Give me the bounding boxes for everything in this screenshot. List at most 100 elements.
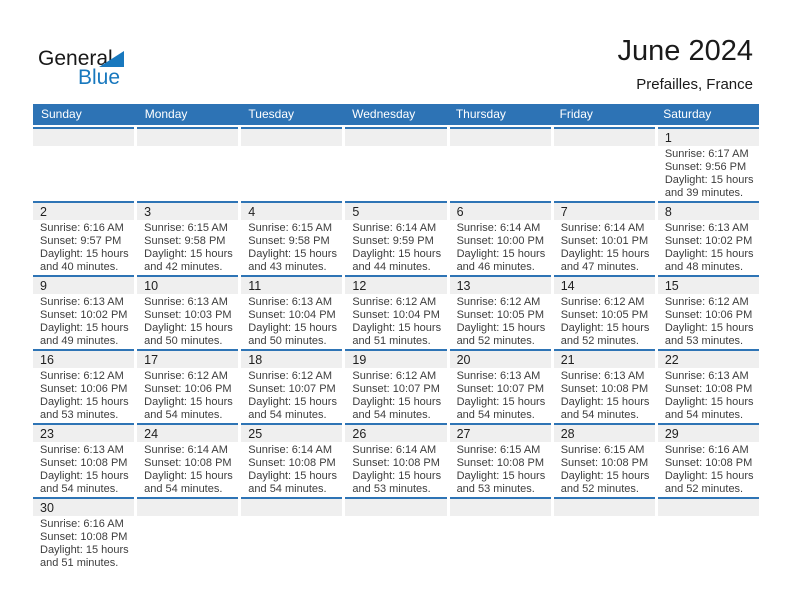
daylight-text-line1: Daylight: 15 hours [40,470,129,482]
day-number: 15 [657,277,759,294]
sunrise-text: Sunrise: 6:16 AM [664,444,749,456]
sunrise-text: Sunrise: 6:14 AM [248,444,333,456]
daylight-text-line1: Daylight: 15 hours [664,322,754,334]
calendar-day-cell: 17 Sunrise: 6:12 AM Sunset: 10:06 PM Daylig… [137,349,239,423]
daylight-text-line2: and 40 minutes. [40,261,119,273]
weekday-header-friday: Friday [559,107,593,121]
sunrise-text: Sunrise: 6:12 AM [352,370,437,382]
day-details: Sunrise: 6:12 AM Sunset: 10:06 PM Daylight… [33,368,134,423]
calendar-day-cell: 26 Sunrise: 6:14 AM Sunset: 10:08 PM Daylig… [345,423,447,497]
calendar-week-row: 23 Sunrise: 6:13 AM Sunset: 10:08 PM Daylig… [33,423,759,497]
day-details: Sunrise: 6:15 AM Sunset: 10:08 PM Daylight… [554,442,655,497]
daylight-text-line1: Daylight: 15 hours [456,248,546,260]
day-details: Sunrise: 6:12 AM Sunset: 10:04 PM Daylight… [345,294,446,349]
daylight-text-line2: and 50 minutes. [248,335,327,347]
daylight-text-line2: and 52 minutes. [664,483,744,495]
sunset-text: Sunset: 10:02 PM [664,235,753,247]
calendar-day-cell: 20 Sunrise: 6:13 AM Sunset: 10:07 PM Daylig… [449,349,551,423]
daylight-text-line1: Daylight: 15 hours [40,322,129,334]
day-details: Sunrise: 6:15 AM Sunset: 10:08 PM Daylight… [450,442,551,497]
day-number [657,499,759,516]
day-number: 3 [137,203,239,220]
day-details: Sunrise: 6:14 AM Sunset: 10:00 PM Daylight… [450,220,551,275]
logo-text-general: General [38,47,113,70]
day-number: 5 [345,203,447,220]
day-details: Sunrise: 6:14 AM Sunset: 10:08 PM Daylight… [241,442,342,497]
daylight-text-line1: Daylight: 15 hours [40,396,129,408]
daylight-text-line1: Daylight: 15 hours [664,174,754,186]
calendar-day-cell: 27 Sunrise: 6:15 AM Sunset: 10:08 PM Daylig… [449,423,551,497]
day-details [33,146,134,201]
daylight-text-line1: Daylight: 15 hours [248,322,337,334]
day-details: Sunrise: 6:13 AM Sunset: 10:04 PM Daylight… [241,294,342,349]
weekday-header-monday: Monday [144,107,188,121]
month-year-title: June 2024 [617,35,753,67]
sunrise-text: Sunrise: 6:15 AM [144,222,228,234]
day-details: Sunrise: 6:12 AM Sunset: 10:06 PM Daylight… [137,368,238,423]
daylight-text-line2: and 54 minutes. [40,483,119,495]
daylight-text-line1: Daylight: 15 hours [248,248,337,260]
sunrise-text: Sunrise: 6:13 AM [40,296,124,308]
sunrise-text: Sunrise: 6:14 AM [352,444,437,456]
sunrise-text: Sunrise: 6:12 AM [560,296,645,308]
calendar-day-cell: 2 Sunrise: 6:16 AM Sunset: 9:57 PM Daylight… [33,201,135,275]
day-number: 11 [241,277,343,294]
calendar-empty-cell [345,127,447,201]
daylight-text-line1: Daylight: 15 hours [144,322,233,334]
day-details: Sunrise: 6:13 AM Sunset: 10:03 PM Daylight… [137,294,238,349]
daylight-text-line2: and 53 minutes. [456,483,535,495]
calendar-day-cell: 24 Sunrise: 6:14 AM Sunset: 10:08 PM Daylig… [137,423,239,497]
day-number: 19 [345,351,447,368]
day-details [658,516,759,571]
sunset-text: Sunset: 10:05 PM [456,309,545,321]
calendar-empty-cell [137,497,239,571]
weekday-header-thursday: Thursday [455,107,506,121]
daylight-text-line2: and 54 minutes. [456,409,535,421]
sunrise-text: Sunrise: 6:12 AM [144,370,228,382]
daylight-text-line1: Daylight: 15 hours [664,248,754,260]
sunset-text: Sunset: 9:58 PM [144,235,226,247]
day-number: 12 [345,277,447,294]
day-number: 9 [33,277,135,294]
daylight-text-line2: and 54 minutes. [560,409,639,421]
daylight-text-line1: Daylight: 15 hours [352,248,442,260]
calendar-day-cell: 16 Sunrise: 6:12 AM Sunset: 10:06 PM Daylig… [33,349,135,423]
day-number: 2 [33,203,135,220]
day-details [241,146,342,201]
daylight-text-line2: and 54 minutes. [352,409,431,421]
sunset-text: Sunset: 9:56 PM [664,161,747,173]
sunset-text: Sunset: 10:08 PM [664,383,753,395]
calendar-day-cell: 14 Sunrise: 6:12 AM Sunset: 10:05 PM Daylig… [553,275,655,349]
sunset-text: Sunset: 10:08 PM [248,457,336,469]
day-details: Sunrise: 6:16 AM Sunset: 10:08 PM Daylight… [658,442,759,497]
calendar-empty-cell [553,497,655,571]
sunrise-text: Sunrise: 6:14 AM [352,222,437,234]
day-number: 8 [657,203,759,220]
weekday-header-saturday: Saturday [663,107,712,121]
calendar-day-cell: 21 Sunrise: 6:13 AM Sunset: 10:08 PM Daylig… [553,349,655,423]
calendar-empty-cell [657,497,759,571]
day-number [449,499,551,516]
day-number: 30 [33,499,135,516]
daylight-text-line2: and 54 minutes. [248,483,327,495]
day-details: Sunrise: 6:17 AM Sunset: 9:56 PM Daylight:… [658,146,759,201]
daylight-text-line1: Daylight: 15 hours [352,396,442,408]
sunset-text: Sunset: 10:08 PM [144,457,232,469]
daylight-text-line1: Daylight: 15 hours [664,470,754,482]
day-number: 22 [657,351,759,368]
sunrise-text: Sunrise: 6:12 AM [40,370,124,382]
day-number: 24 [137,425,239,442]
daylight-text-line2: and 51 minutes. [40,557,119,569]
calendar-day-cell: 1 Sunrise: 6:17 AM Sunset: 9:56 PM Daylight… [657,127,759,201]
header-title-block: June 2024 Prefailles, France [617,35,753,94]
daylight-text-line2: and 42 minutes. [144,261,223,273]
daylight-text-line2: and 54 minutes. [664,409,744,421]
calendar-grid: 1 Sunrise: 6:17 AM Sunset: 9:56 PM Daylight… [33,127,759,571]
day-details: Sunrise: 6:14 AM Sunset: 10:08 PM Daylight… [137,442,238,497]
sunrise-text: Sunrise: 6:12 AM [456,296,541,308]
daylight-text-line1: Daylight: 15 hours [560,322,650,334]
calendar-week-row: 16 Sunrise: 6:12 AM Sunset: 10:06 PM Daylig… [33,349,759,423]
day-details: Sunrise: 6:13 AM Sunset: 10:02 PM Daylight… [658,220,759,275]
daylight-text-line2: and 54 minutes. [144,409,223,421]
day-details [137,146,238,201]
